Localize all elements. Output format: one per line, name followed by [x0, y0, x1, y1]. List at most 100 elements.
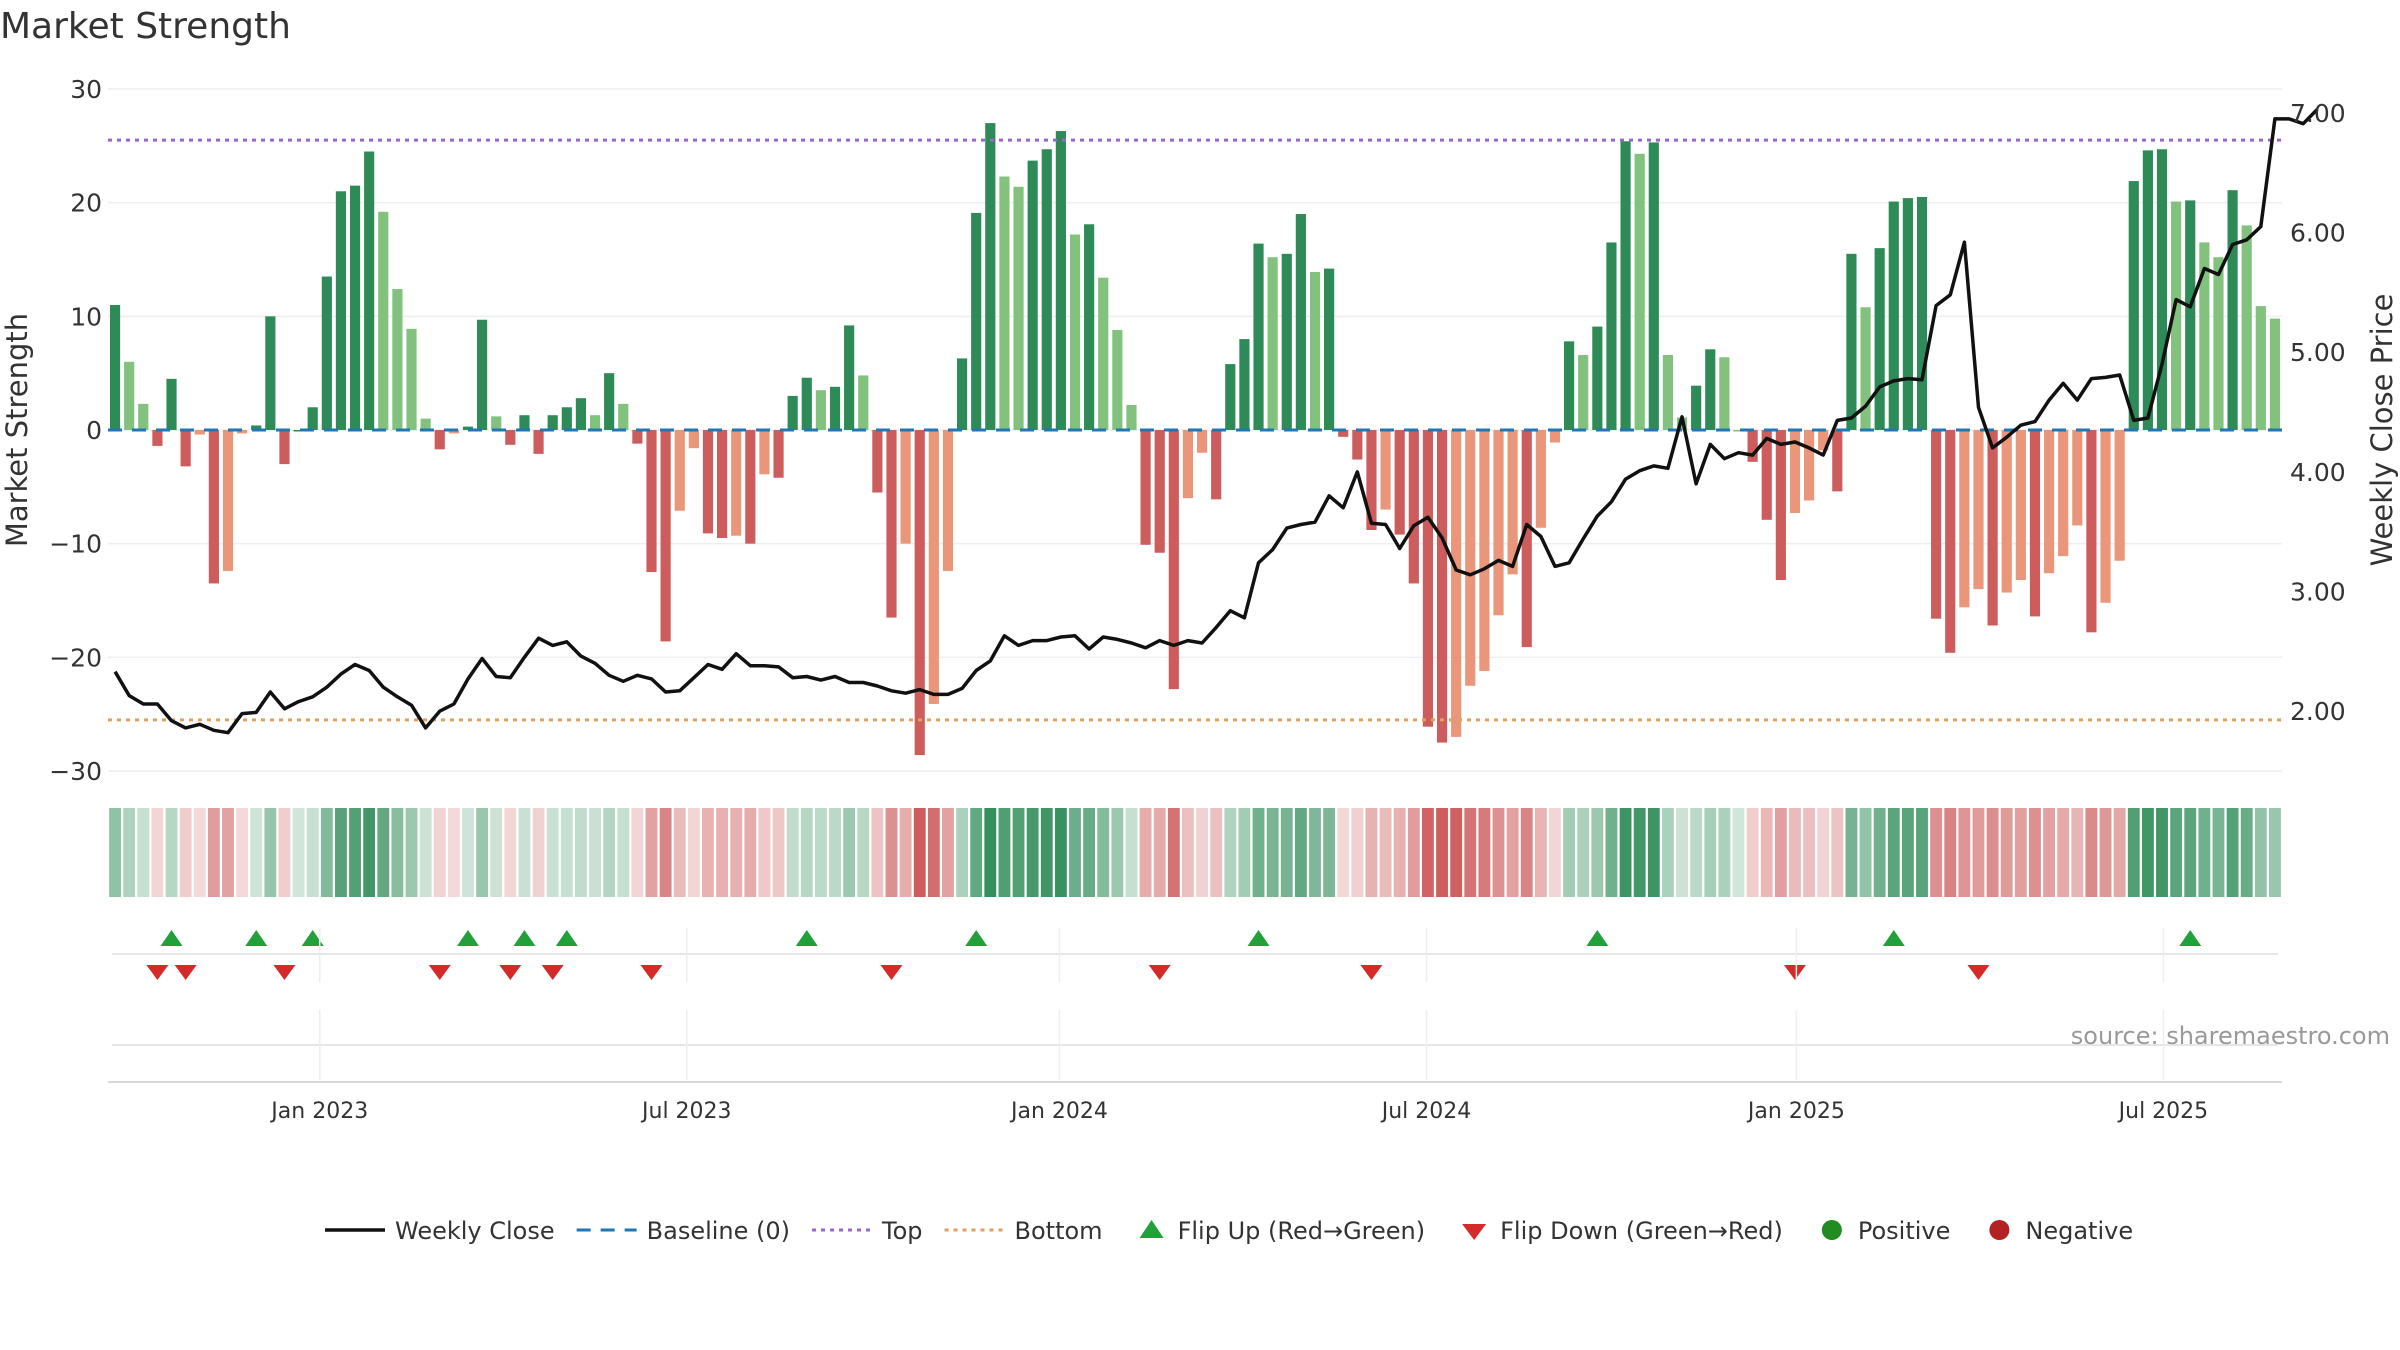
strength-bar	[872, 430, 883, 493]
strength-bar	[1578, 354, 1589, 430]
legend-swatch	[1989, 1220, 2010, 1240]
heat-cell	[334, 808, 347, 897]
strength-bar	[1931, 430, 1942, 619]
legend: Weekly Close Baseline (0) Top Bottom Flip Up…	[325, 1217, 2133, 1245]
strength-bar	[2072, 430, 2083, 526]
heat-cell	[363, 808, 376, 897]
strength-bar	[1267, 257, 1278, 430]
flip-up-marker	[2179, 930, 2202, 946]
y-left-tick-label: −20	[49, 643, 102, 672]
heat-cell	[250, 808, 263, 897]
strength-bar	[477, 319, 488, 430]
legend-label: Top	[881, 1217, 923, 1245]
strength-bar	[1902, 198, 1913, 430]
y-right-tick-label: 2.00	[2290, 697, 2346, 726]
heat-cell	[278, 808, 291, 897]
strength-bar	[745, 430, 756, 544]
y-left-tick-label: −10	[49, 530, 102, 559]
heat-cell	[1252, 808, 1265, 897]
strength-bar	[1606, 242, 1617, 430]
strength-bar	[702, 430, 714, 534]
flip-up-marker	[160, 930, 183, 946]
strength-bar	[787, 395, 798, 430]
heat-cell	[814, 808, 827, 897]
strength-bar	[886, 430, 897, 618]
strength-bar	[406, 328, 417, 430]
heat-cell	[1492, 808, 1505, 897]
flip-up-marker	[245, 930, 268, 946]
heat-cell	[123, 808, 136, 897]
heat-cell	[419, 808, 432, 897]
heat-cell	[2240, 808, 2253, 897]
strength-bar	[2199, 242, 2210, 430]
heat-cell	[2113, 808, 2126, 897]
strength-bar	[900, 430, 911, 544]
strength-bar	[1804, 430, 1815, 501]
reference-lines	[108, 138, 2282, 722]
heat-cell	[476, 808, 489, 897]
strength-bar	[279, 430, 290, 465]
heat-cell	[631, 808, 644, 897]
heat-cell	[1817, 808, 1830, 897]
strength-bar	[688, 430, 699, 449]
flip-down-marker	[1967, 965, 1990, 980]
strength-bar	[1013, 186, 1024, 430]
strength-bar	[1295, 214, 1306, 430]
strength-bar	[392, 289, 403, 430]
heat-cell	[1436, 808, 1448, 897]
flip-down-marker	[1783, 965, 1806, 980]
heat-cell	[1676, 808, 1688, 897]
strength-bar	[208, 430, 219, 584]
heat-cell	[1789, 808, 1801, 897]
heat-cell	[1873, 808, 1886, 897]
heat-cell	[1196, 808, 1208, 897]
legend-label: Baseline (0)	[647, 1217, 790, 1245]
heat-cell	[433, 808, 446, 897]
strength-bar	[1182, 430, 1194, 499]
flip-down-marker	[880, 965, 903, 980]
heat-cell	[1351, 808, 1364, 897]
strength-bar	[2269, 318, 2281, 430]
heat-cell	[1633, 808, 1646, 897]
strength-bar	[759, 430, 770, 475]
heat-cell	[1760, 808, 1773, 897]
heat-cell	[1534, 808, 1547, 897]
heat-cell	[687, 808, 700, 897]
strength-bar	[152, 430, 163, 446]
strength-bar	[985, 123, 996, 430]
heat-cell	[306, 808, 319, 897]
strength-bar	[2015, 430, 2026, 581]
strength-bar	[1521, 430, 1532, 648]
strength-bar	[1422, 430, 1434, 727]
heat-cell	[1294, 808, 1307, 897]
heat-cell	[673, 808, 686, 897]
strength-bar	[1662, 354, 1673, 430]
y-left-tick-label: 20	[70, 189, 102, 218]
strength-bar	[1211, 430, 1222, 500]
x-tick-label: Jul 2025	[2117, 1099, 2209, 1124]
flip-down-marker	[541, 965, 564, 980]
legend-item: Top	[812, 1217, 923, 1245]
heat-cell	[462, 808, 474, 897]
flip-up-marker	[1247, 930, 1270, 946]
legend-label: Flip Up (Red→Green)	[1178, 1217, 1426, 1245]
heat-cell	[589, 808, 601, 897]
strength-bar	[1324, 268, 1335, 430]
strength-bar	[321, 276, 332, 430]
strength-bar	[2213, 257, 2224, 430]
strength-bar	[2241, 225, 2252, 430]
heat-cell	[843, 808, 856, 897]
strength-bar	[547, 415, 558, 430]
strength-bar	[660, 430, 671, 642]
strength-bar	[1705, 349, 1716, 430]
strength-bar	[1818, 430, 1829, 451]
heat-cell	[603, 808, 616, 897]
flip-down-marker	[640, 965, 663, 980]
weekly-close-line	[113, 108, 2319, 735]
strength-bar	[1069, 234, 1081, 430]
legend-label: Flip Down (Green→Red)	[1500, 1217, 1783, 1245]
heat-cell	[970, 808, 983, 897]
heat-cell	[829, 808, 841, 897]
strength-bar	[1493, 430, 1504, 616]
